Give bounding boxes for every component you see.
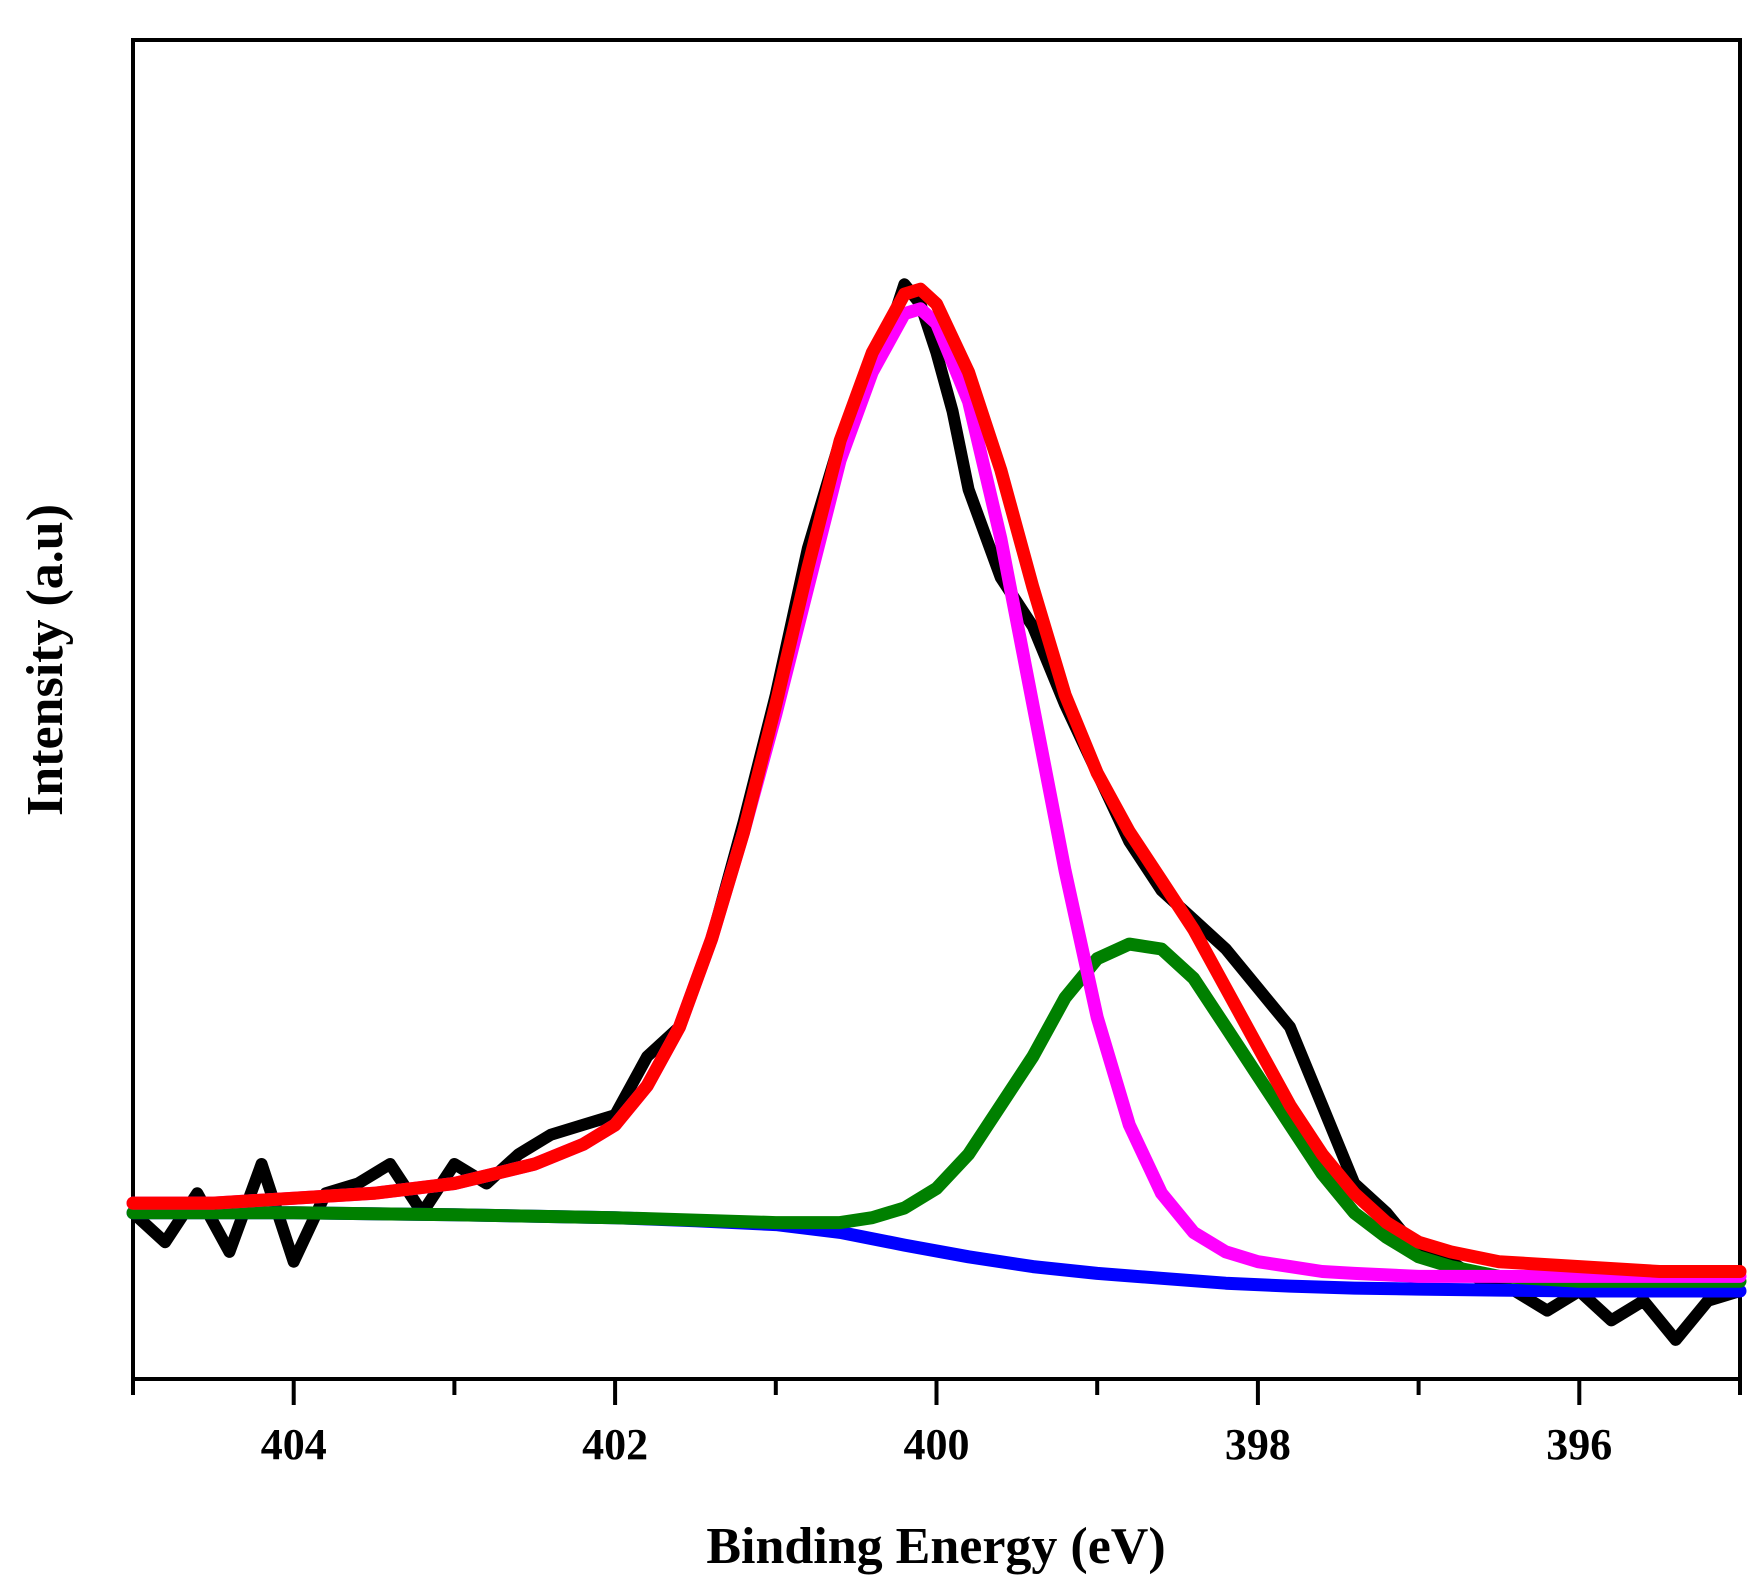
x-tick-label: 400 xyxy=(904,1420,970,1469)
x-axis-title: Binding Energy (eV) xyxy=(706,1518,1165,1575)
x-tick-label: 404 xyxy=(261,1420,327,1469)
series-line-peak-1 xyxy=(126,302,1747,1283)
x-axis-ticks xyxy=(131,1379,1742,1405)
x-tick-label: 398 xyxy=(1225,1420,1291,1469)
series-line-peak-2 xyxy=(126,937,1747,1288)
x-tick-label: 396 xyxy=(1546,1420,1612,1469)
plot-lines xyxy=(126,278,1747,1346)
x-tick-label: 402 xyxy=(582,1420,648,1469)
y-axis-title: Intensity (a.u) xyxy=(17,504,74,816)
series-line-envelope-fit xyxy=(126,282,1747,1278)
x-axis-tick-labels: 404 402 400 398 396 xyxy=(261,1420,1613,1469)
